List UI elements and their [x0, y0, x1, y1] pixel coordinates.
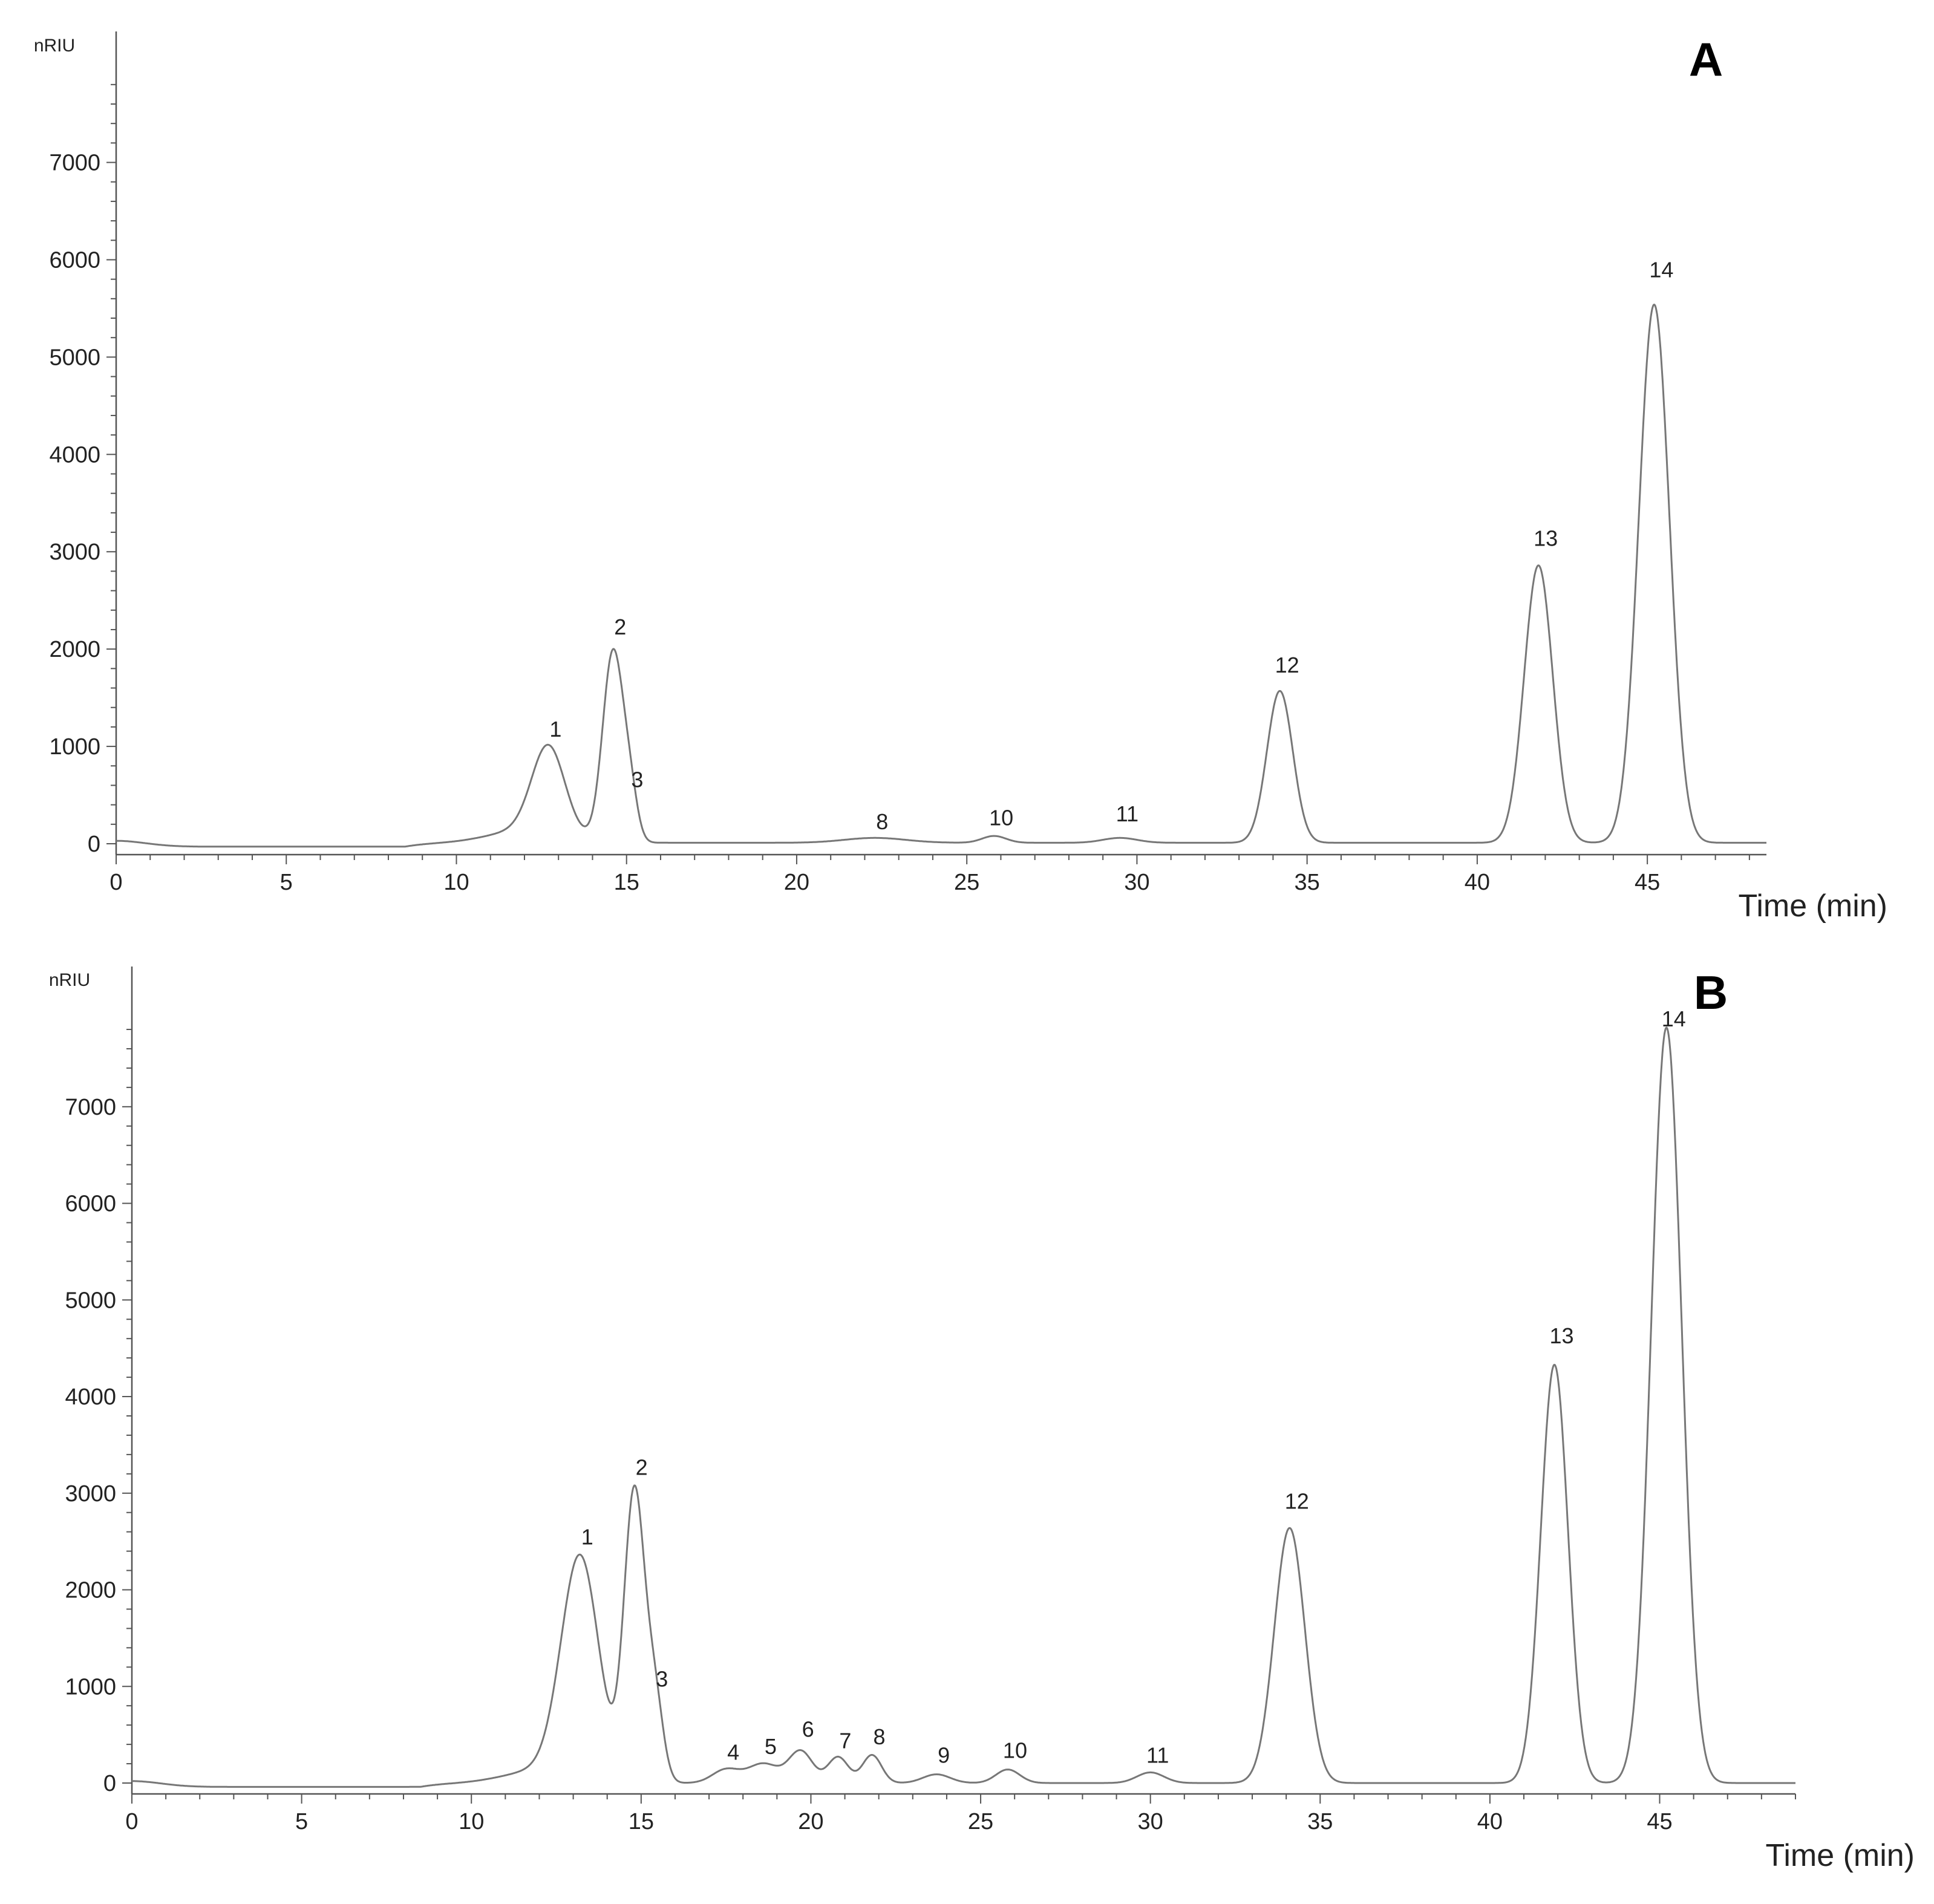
- x-tick-label: 15: [614, 870, 639, 895]
- y-tick-label: 6000: [65, 1192, 116, 1217]
- x-tick-label: 40: [1465, 870, 1490, 895]
- peak-label-8: 8: [876, 809, 888, 834]
- y-tick-label: 5000: [65, 1288, 116, 1313]
- x-tick-label: 10: [443, 870, 469, 895]
- y-tick-label: 0: [88, 832, 100, 857]
- y-tick-label: 1000: [49, 734, 100, 760]
- x-tick-label: 30: [1138, 1809, 1163, 1834]
- x-tick-label: 15: [629, 1809, 654, 1834]
- panel-label: B: [1694, 966, 1728, 1019]
- x-tick-label: 35: [1295, 870, 1320, 895]
- x-tick-label: 20: [798, 1809, 823, 1834]
- y-tick-label: 4000: [49, 442, 100, 468]
- x-axis-title: Time (min): [1739, 888, 1888, 924]
- peak-label-2: 2: [636, 1455, 648, 1479]
- panel-label: A: [1689, 33, 1723, 86]
- x-tick-label: 35: [1307, 1809, 1333, 1834]
- x-tick-label: 20: [784, 870, 809, 895]
- y-tick-label: 2000: [49, 637, 100, 662]
- y-tick-label: 3000: [49, 540, 100, 565]
- y-tick-label: 2000: [65, 1578, 116, 1603]
- x-tick-label: 25: [954, 870, 979, 895]
- x-tick-label: 0: [125, 1809, 138, 1834]
- y-tick-label: 7000: [65, 1095, 116, 1120]
- chromatogram-trace: [131, 1026, 1796, 1788]
- peak-label-10: 10: [1003, 1738, 1027, 1762]
- peak-label-3: 3: [656, 1666, 668, 1691]
- peak-label-10: 10: [989, 805, 1013, 830]
- y-tick-label: 7000: [49, 151, 100, 176]
- peak-label-12: 12: [1275, 653, 1299, 677]
- peak-label-2: 2: [614, 615, 626, 639]
- x-tick-label: 0: [109, 870, 122, 895]
- y-tick-label: 1000: [65, 1674, 116, 1700]
- x-tick-label: 5: [295, 1809, 308, 1834]
- peak-label-7: 7: [839, 1728, 851, 1753]
- x-axis-title: Time (min): [1766, 1838, 1915, 1873]
- peak-label-12: 12: [1285, 1488, 1309, 1513]
- peak-label-3: 3: [631, 768, 643, 792]
- peak-label-11: 11: [1116, 801, 1139, 826]
- peak-label-1: 1: [549, 717, 561, 742]
- y-tick-label: 6000: [49, 247, 100, 273]
- x-tick-label: 45: [1635, 870, 1660, 895]
- peak-label-5: 5: [765, 1734, 777, 1759]
- chart-panel-a: 0 1000 2000 3000 4000 5000 6000 7000 0 5 10 15 20 25 3…: [34, 31, 1887, 924]
- x-tick-label: 5: [280, 870, 293, 895]
- x-tick-label: 45: [1647, 1809, 1672, 1834]
- x-tick-label: 40: [1477, 1809, 1503, 1834]
- peak-label-11: 11: [1146, 1743, 1169, 1767]
- peak-label-13: 13: [1550, 1323, 1574, 1348]
- peak-label-13: 13: [1534, 526, 1558, 551]
- peak-label-14: 14: [1649, 257, 1673, 282]
- y-tick-label: 4000: [65, 1384, 116, 1410]
- peak-label-14: 14: [1662, 1006, 1686, 1031]
- y-tick-label: 3000: [65, 1481, 116, 1507]
- peak-label-9: 9: [938, 1743, 950, 1767]
- peak-label-1: 1: [581, 1524, 593, 1549]
- y-axis-unit-label: nRIU: [34, 36, 75, 56]
- chromatogram-trace: [116, 304, 1767, 848]
- y-axis-unit-label: nRIU: [49, 970, 90, 990]
- peak-label-4: 4: [727, 1740, 739, 1765]
- x-tick-label: 10: [459, 1809, 484, 1834]
- x-tick-label: 25: [968, 1809, 993, 1834]
- peak-label-6: 6: [802, 1717, 814, 1741]
- x-tick-label: 30: [1124, 870, 1149, 895]
- y-tick-label: 5000: [49, 345, 100, 370]
- y-tick-label: 0: [103, 1771, 116, 1796]
- peak-label-8: 8: [873, 1724, 885, 1749]
